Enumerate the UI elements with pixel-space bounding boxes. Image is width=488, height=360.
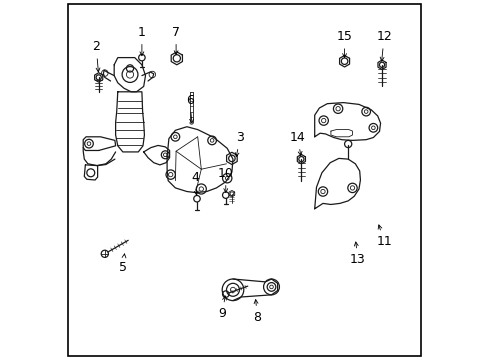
Text: 8: 8 [253,300,261,324]
Text: 10: 10 [217,167,233,193]
Text: 12: 12 [376,30,391,61]
Text: 4: 4 [190,171,198,195]
Text: 9: 9 [218,296,226,320]
Text: 13: 13 [349,242,365,266]
Text: 1: 1 [138,26,145,56]
Text: 2: 2 [92,40,100,72]
Text: 11: 11 [376,225,391,248]
Text: 5: 5 [119,254,126,274]
Text: 14: 14 [289,131,305,156]
Text: 3: 3 [235,131,244,157]
Text: 6: 6 [185,94,193,123]
Text: 7: 7 [172,26,180,55]
Text: 15: 15 [336,30,352,58]
